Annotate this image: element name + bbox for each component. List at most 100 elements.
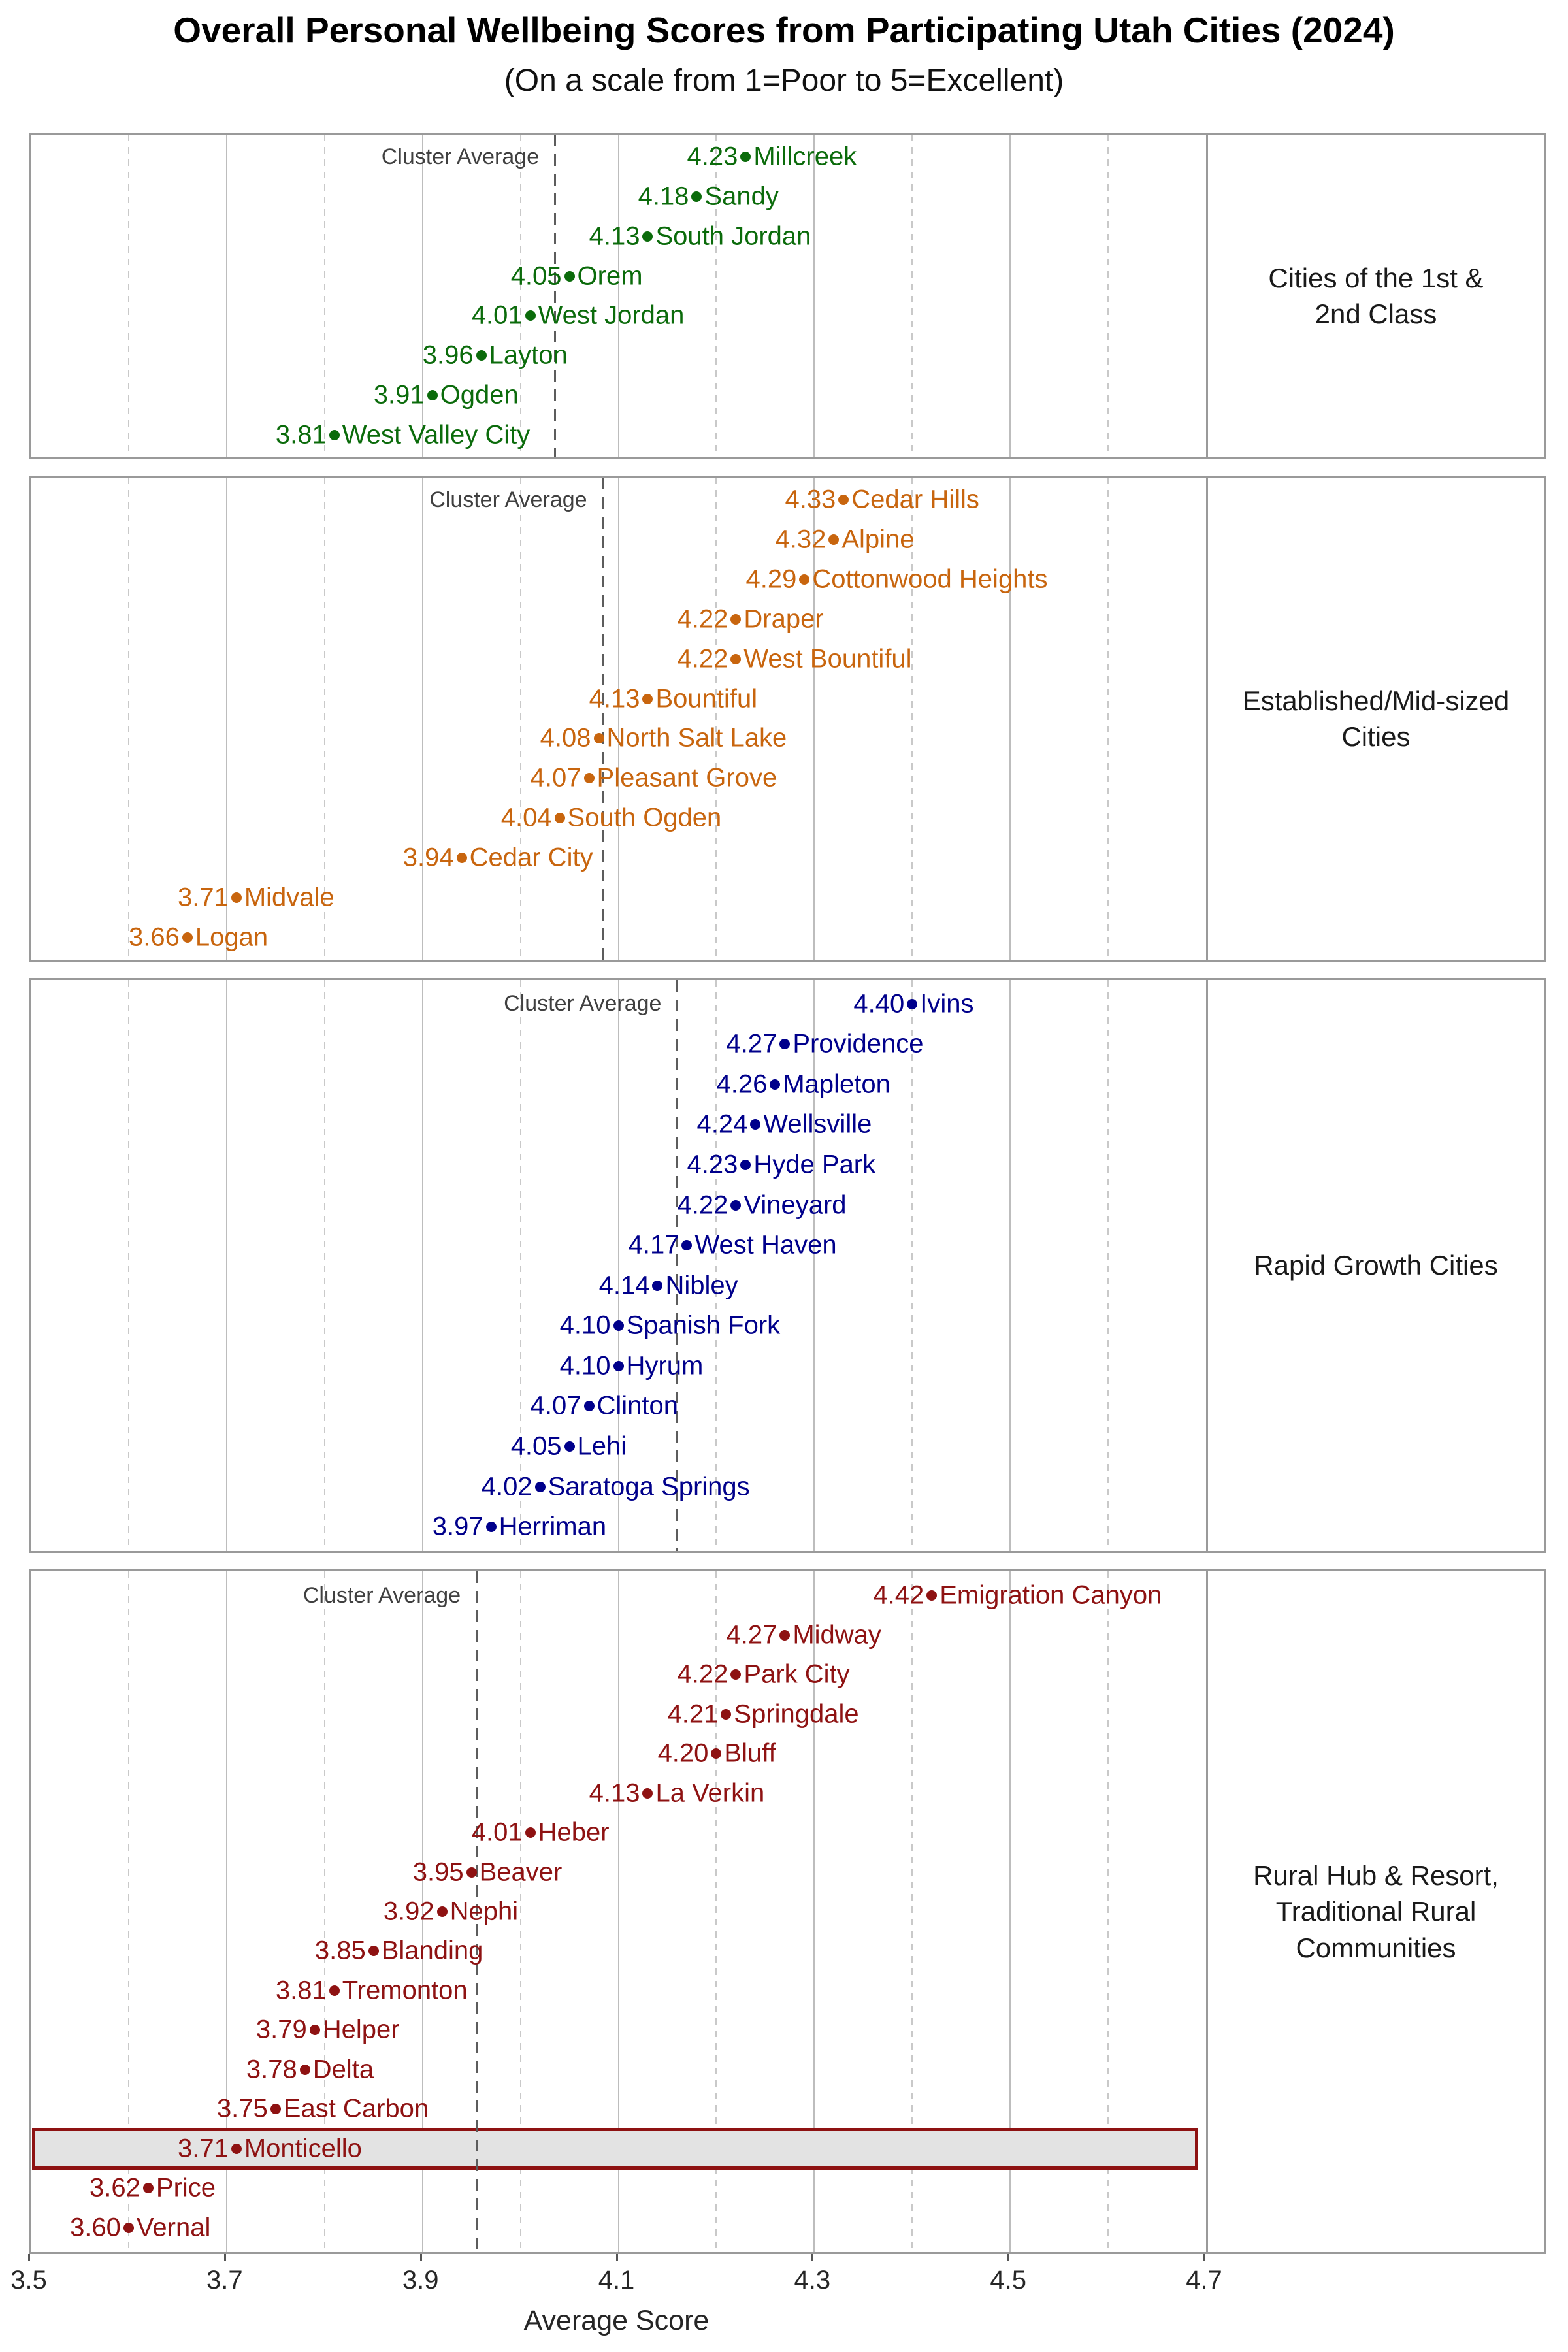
point-city-label: Wellsville (763, 1109, 872, 1139)
cluster-average-label: Cluster Average (504, 991, 662, 1017)
point-city-label: Price (155, 2173, 216, 2202)
point-value: 4.22 (677, 1659, 728, 1689)
point-dot (721, 1708, 732, 1720)
cluster-strip-label: Cities of the 1st & 2nd Class (1206, 135, 1544, 457)
data-point-row: 4.02 Saratoga Springs (31, 1467, 1206, 1507)
minor-gridline (715, 1571, 717, 2252)
point-value: 3.91 (373, 380, 425, 410)
point-value: 3.96 (422, 340, 474, 370)
cluster-average-line (602, 478, 604, 960)
point-value: 3.62 (90, 2173, 140, 2202)
point-dot (652, 1280, 663, 1291)
x-tick-label: 4.7 (1186, 2266, 1222, 2295)
point-dot (730, 1669, 742, 1680)
point-city-label: Vernal (136, 2213, 211, 2242)
x-tick-mark (615, 2254, 618, 2261)
point-city-label: South Ogden (567, 803, 722, 832)
cluster-average-label: Cluster Average (302, 1582, 461, 1608)
point-city-label: Providence (792, 1029, 924, 1058)
x-tick-label: 3.9 (402, 2266, 439, 2295)
data-point-row: 4.13 South Jordan (31, 217, 1206, 257)
data-point-row: 4.22 Park City (31, 1655, 1206, 1694)
point-city-label: Emigration Canyon (939, 1580, 1162, 1610)
point-dot (583, 773, 595, 784)
major-gridline (225, 135, 227, 457)
point-dot (730, 1200, 742, 1211)
point-city-label: Sandy (704, 182, 779, 211)
minor-gridline (519, 980, 521, 1551)
point-value: 3.94 (402, 843, 454, 872)
point-value: 4.17 (628, 1230, 679, 1260)
cluster-strip-label: Established/Mid-sized Cities (1206, 478, 1544, 960)
minor-gridline (1107, 1571, 1109, 2252)
data-point-row: 4.23 Millcreek (31, 137, 1206, 177)
point-city-label: Herriman (498, 1512, 607, 1541)
major-gridline (421, 1571, 423, 2252)
point-city-label: Heber (538, 1818, 610, 1847)
point-value: 4.23 (687, 142, 738, 171)
minor-gridline (1107, 135, 1109, 457)
cluster-average-label: Cluster Average (429, 487, 587, 512)
plot-area: Cluster Average 4.40 Ivins 4.27 Providence 4.… (31, 980, 1206, 1551)
minor-gridline (715, 478, 717, 960)
point-value: 3.71 (177, 883, 229, 912)
data-point-row: 4.05 Lehi (31, 1426, 1206, 1467)
minor-gridline (323, 478, 325, 960)
major-gridline (617, 135, 619, 457)
point-dot (779, 1039, 791, 1050)
point-dot (123, 2222, 134, 2233)
point-value: 3.81 (275, 420, 327, 449)
data-point-row: 4.14 Nibley (31, 1266, 1206, 1306)
minor-gridline (519, 478, 521, 960)
point-dot (828, 534, 840, 546)
point-city-label: Logan (195, 923, 269, 952)
point-city-label: North Salt Lake (606, 723, 787, 753)
cluster-strip-label: Rapid Growth Cities (1206, 980, 1544, 1551)
data-point-row: 4.07 Clinton (31, 1386, 1206, 1427)
data-point-row: 4.10 Hyrum (31, 1346, 1206, 1386)
x-tick-label: 4.1 (598, 2266, 635, 2295)
cluster-panel: Cluster Average 4.33 Cedar Hills 4.32 Alpine… (29, 476, 1546, 962)
point-dot (907, 998, 918, 1009)
point-value: 4.05 (510, 261, 562, 291)
point-dot (456, 852, 467, 863)
data-point-row: 4.01 Heber (31, 1813, 1206, 1852)
major-gridline (1009, 135, 1011, 457)
major-gridline (225, 1571, 227, 2252)
x-tick-mark (28, 2254, 30, 2261)
point-value: 4.22 (677, 1190, 728, 1220)
cluster-average-line (476, 1571, 478, 2252)
minor-gridline (1107, 980, 1109, 1551)
cluster-strip-label: Rural Hub & Resort, Traditional Rural Comm… (1206, 1571, 1544, 2252)
data-point-row: 3.92 Nephi (31, 1892, 1206, 1931)
data-point-row: 4.07 Pleasant Grove (31, 759, 1206, 798)
minor-gridline (323, 135, 325, 457)
point-city-label: West Haven (694, 1230, 837, 1260)
point-value: 3.71 (177, 2134, 229, 2163)
point-city-label: Cottonwood Heights (812, 564, 1048, 594)
major-gridline (617, 980, 619, 1551)
point-value: 4.08 (540, 723, 591, 753)
point-city-label: Hyrum (626, 1351, 704, 1380)
data-point-row: 4.20 Bluff (31, 1734, 1206, 1773)
point-dot (642, 693, 653, 704)
cluster-average-line (676, 980, 679, 1551)
data-point-row: 4.40 Ivins (31, 984, 1206, 1024)
point-city-label: Ivins (920, 989, 974, 1019)
point-city-label: West Bountiful (743, 644, 912, 674)
point-city-label: Nibley (665, 1271, 738, 1300)
data-point-row: 3.81 Tremonton (31, 1971, 1206, 2010)
x-axis: 3.5 3.7 3.9 4.1 4.3 4.5 4.7 (10, 2254, 1222, 2300)
point-value: 3.81 (275, 1976, 327, 2005)
chart-panels: Cluster Average 4.23 Millcreek 4.18 Sandy 4.1… (29, 133, 1546, 2270)
data-point-row: 4.04 South Ogden (31, 798, 1206, 838)
major-gridline (421, 478, 423, 960)
plot-area: Cluster Average 4.33 Cedar Hills 4.32 Alpine… (31, 478, 1206, 960)
point-dot (838, 495, 849, 506)
point-dot (564, 270, 575, 282)
point-dot (329, 1985, 340, 1996)
point-city-label: West Valley City (342, 420, 531, 449)
point-dot (593, 733, 604, 744)
point-dot (583, 1401, 595, 1412)
point-city-label: Ogden (440, 380, 519, 410)
